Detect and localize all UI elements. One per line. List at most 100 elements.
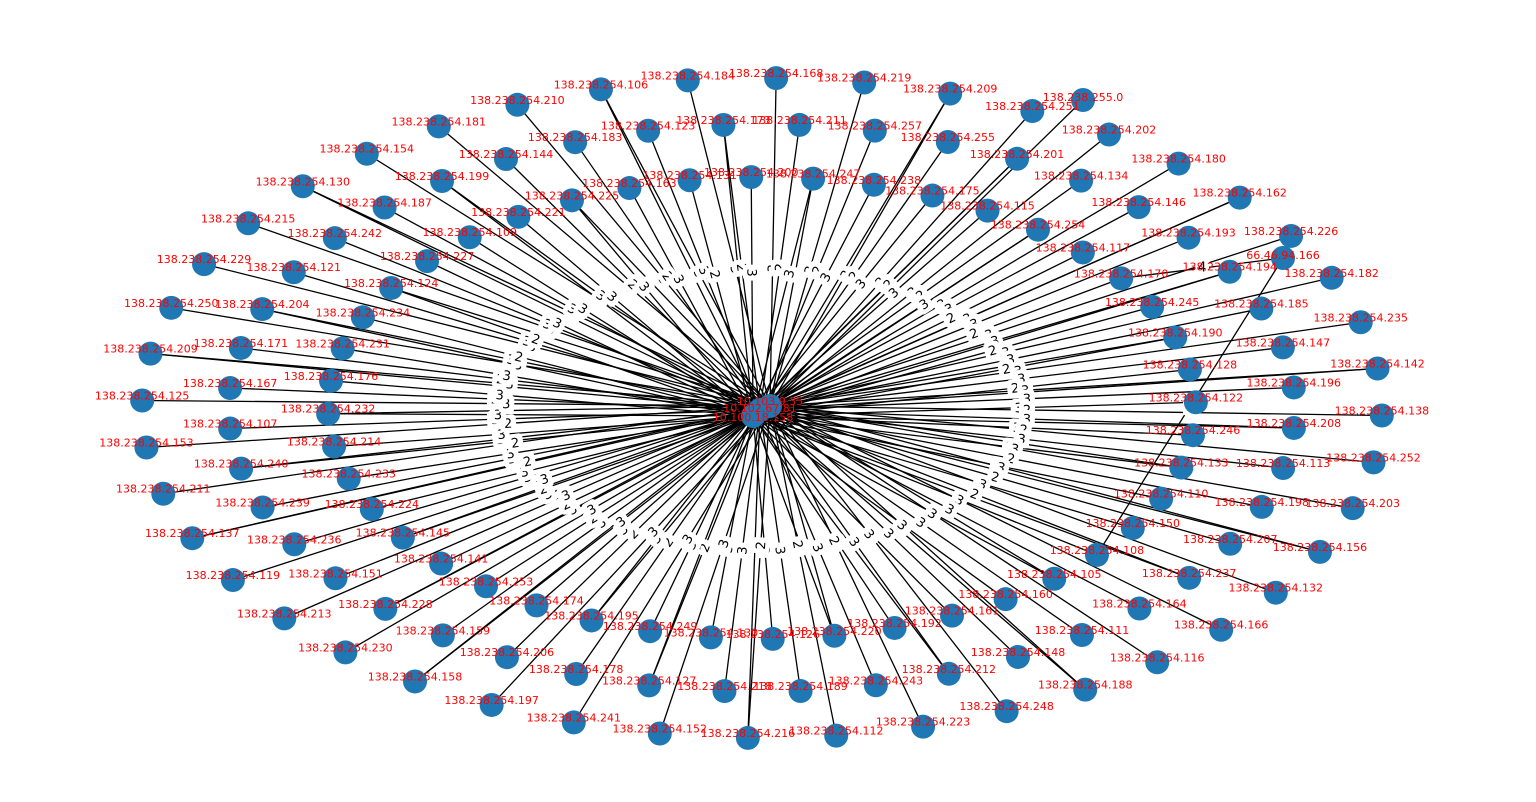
edge-label-group: 3	[858, 523, 880, 545]
node	[636, 118, 661, 143]
node	[1120, 516, 1145, 541]
node	[559, 188, 584, 213]
node	[323, 566, 348, 591]
node-label: 138.238.254.180	[1131, 153, 1225, 166]
edge-label-group: 3	[939, 498, 960, 520]
edge-weight-label: 4	[1198, 261, 1206, 276]
edge	[628, 187, 754, 417]
node	[994, 699, 1019, 724]
node	[1281, 375, 1306, 400]
edge	[171, 307, 771, 407]
node-label: 138.238.254.183	[528, 131, 622, 144]
node	[764, 66, 789, 91]
node	[1070, 240, 1095, 265]
edge	[752, 415, 896, 629]
edge	[348, 415, 754, 480]
node-label: 138.238.254.189	[753, 680, 847, 693]
node	[940, 603, 965, 628]
edge	[747, 405, 771, 738]
edge	[328, 413, 754, 417]
node-label: 138.238.254.240	[194, 458, 288, 471]
node-label: 138.238.254.194	[1182, 261, 1276, 274]
edge-label-box	[732, 541, 752, 560]
node-label: 138.238.254.208	[1247, 417, 1341, 430]
node-label: 138.238.254.130	[664, 626, 758, 639]
edge-label-box	[572, 298, 594, 320]
edge	[710, 415, 754, 638]
edge-label-group: 2	[965, 483, 985, 505]
edge	[769, 405, 837, 736]
node-label: 138.238.254.162	[1192, 187, 1286, 200]
node	[975, 198, 1000, 223]
edge	[769, 229, 1039, 407]
node	[1020, 99, 1045, 124]
edge-label-box	[939, 498, 960, 520]
edge-weight-label: 2	[789, 539, 805, 550]
edge-label-box	[518, 451, 537, 472]
node-label: 138.238.254.181	[392, 115, 486, 128]
edge-label-box	[965, 483, 985, 505]
edge-weight-label: 2	[513, 349, 525, 366]
edge-label-box	[506, 433, 524, 453]
edge-weight-label: 3	[501, 368, 512, 384]
node	[935, 129, 960, 154]
node-label: 138.238.254.187	[337, 197, 431, 210]
node-label: 138.238.254.231	[295, 337, 389, 350]
edge	[426, 260, 754, 417]
node	[852, 70, 877, 95]
node	[712, 679, 737, 704]
node-label: 138.238.254.202	[1062, 124, 1156, 137]
node-label: 138.238.254.239	[215, 496, 309, 509]
edge	[752, 184, 875, 417]
edge-label-box	[779, 264, 799, 283]
node-label: 138.238.254.131	[642, 169, 736, 182]
node-label: 138.238.254.192	[847, 617, 941, 630]
node-label: 138.238.254.236	[247, 533, 341, 546]
edge	[440, 415, 754, 565]
edge	[342, 347, 754, 417]
edge-label-group: 3	[642, 521, 664, 542]
node-label: 138.238.254.108	[1050, 544, 1144, 557]
edge	[390, 287, 754, 417]
node-label: 138.238.254.246	[1146, 424, 1240, 437]
node-label: 138.238.254.211	[752, 114, 846, 127]
hub-label: 10.100.18.158	[713, 411, 793, 424]
node-label: 138.238.254.144	[459, 148, 553, 161]
node	[1263, 580, 1288, 605]
node	[822, 623, 847, 648]
edge-weight-label: 3	[1009, 442, 1020, 458]
node	[494, 645, 519, 670]
edge-weight-label: 2	[733, 263, 749, 273]
edge	[769, 78, 777, 407]
node-label: 138.238.254.132	[1229, 582, 1323, 595]
node	[479, 692, 504, 717]
edge-labels-layer: 4432332332332332332333233233233233233323…	[486, 258, 1210, 560]
edge-label-group: 3	[633, 276, 655, 297]
node-label: 138.238.254.167	[183, 377, 277, 390]
edge	[752, 415, 1055, 580]
node	[1084, 542, 1109, 567]
node	[1369, 403, 1394, 428]
node-label: 138.238.254.107	[183, 418, 277, 431]
node	[1073, 677, 1098, 702]
edge	[485, 415, 754, 587]
node-label: 138.238.254.228	[338, 598, 432, 611]
edge-label-box	[547, 312, 568, 334]
edge-label-box	[509, 346, 529, 367]
node	[130, 388, 155, 413]
hub-label: 10.103.9.35	[737, 395, 803, 408]
node	[330, 336, 355, 361]
edge-label-box	[850, 273, 872, 294]
edge-label-group: 3	[556, 485, 576, 506]
node-label: 138.238.254.206	[460, 646, 554, 659]
node	[506, 204, 531, 229]
node-label: 138.238.254.110	[1114, 488, 1208, 501]
node	[564, 662, 589, 687]
node-label: 138.238.254.171	[194, 337, 288, 350]
edge-label-group: 3	[668, 269, 690, 290]
edge-weight-label: 3	[519, 465, 531, 482]
edge	[345, 405, 771, 653]
edge-label-group: 3	[677, 528, 698, 549]
node-label: 138.238.254.111	[1035, 624, 1129, 637]
edge-weight-label: 3	[505, 446, 515, 462]
